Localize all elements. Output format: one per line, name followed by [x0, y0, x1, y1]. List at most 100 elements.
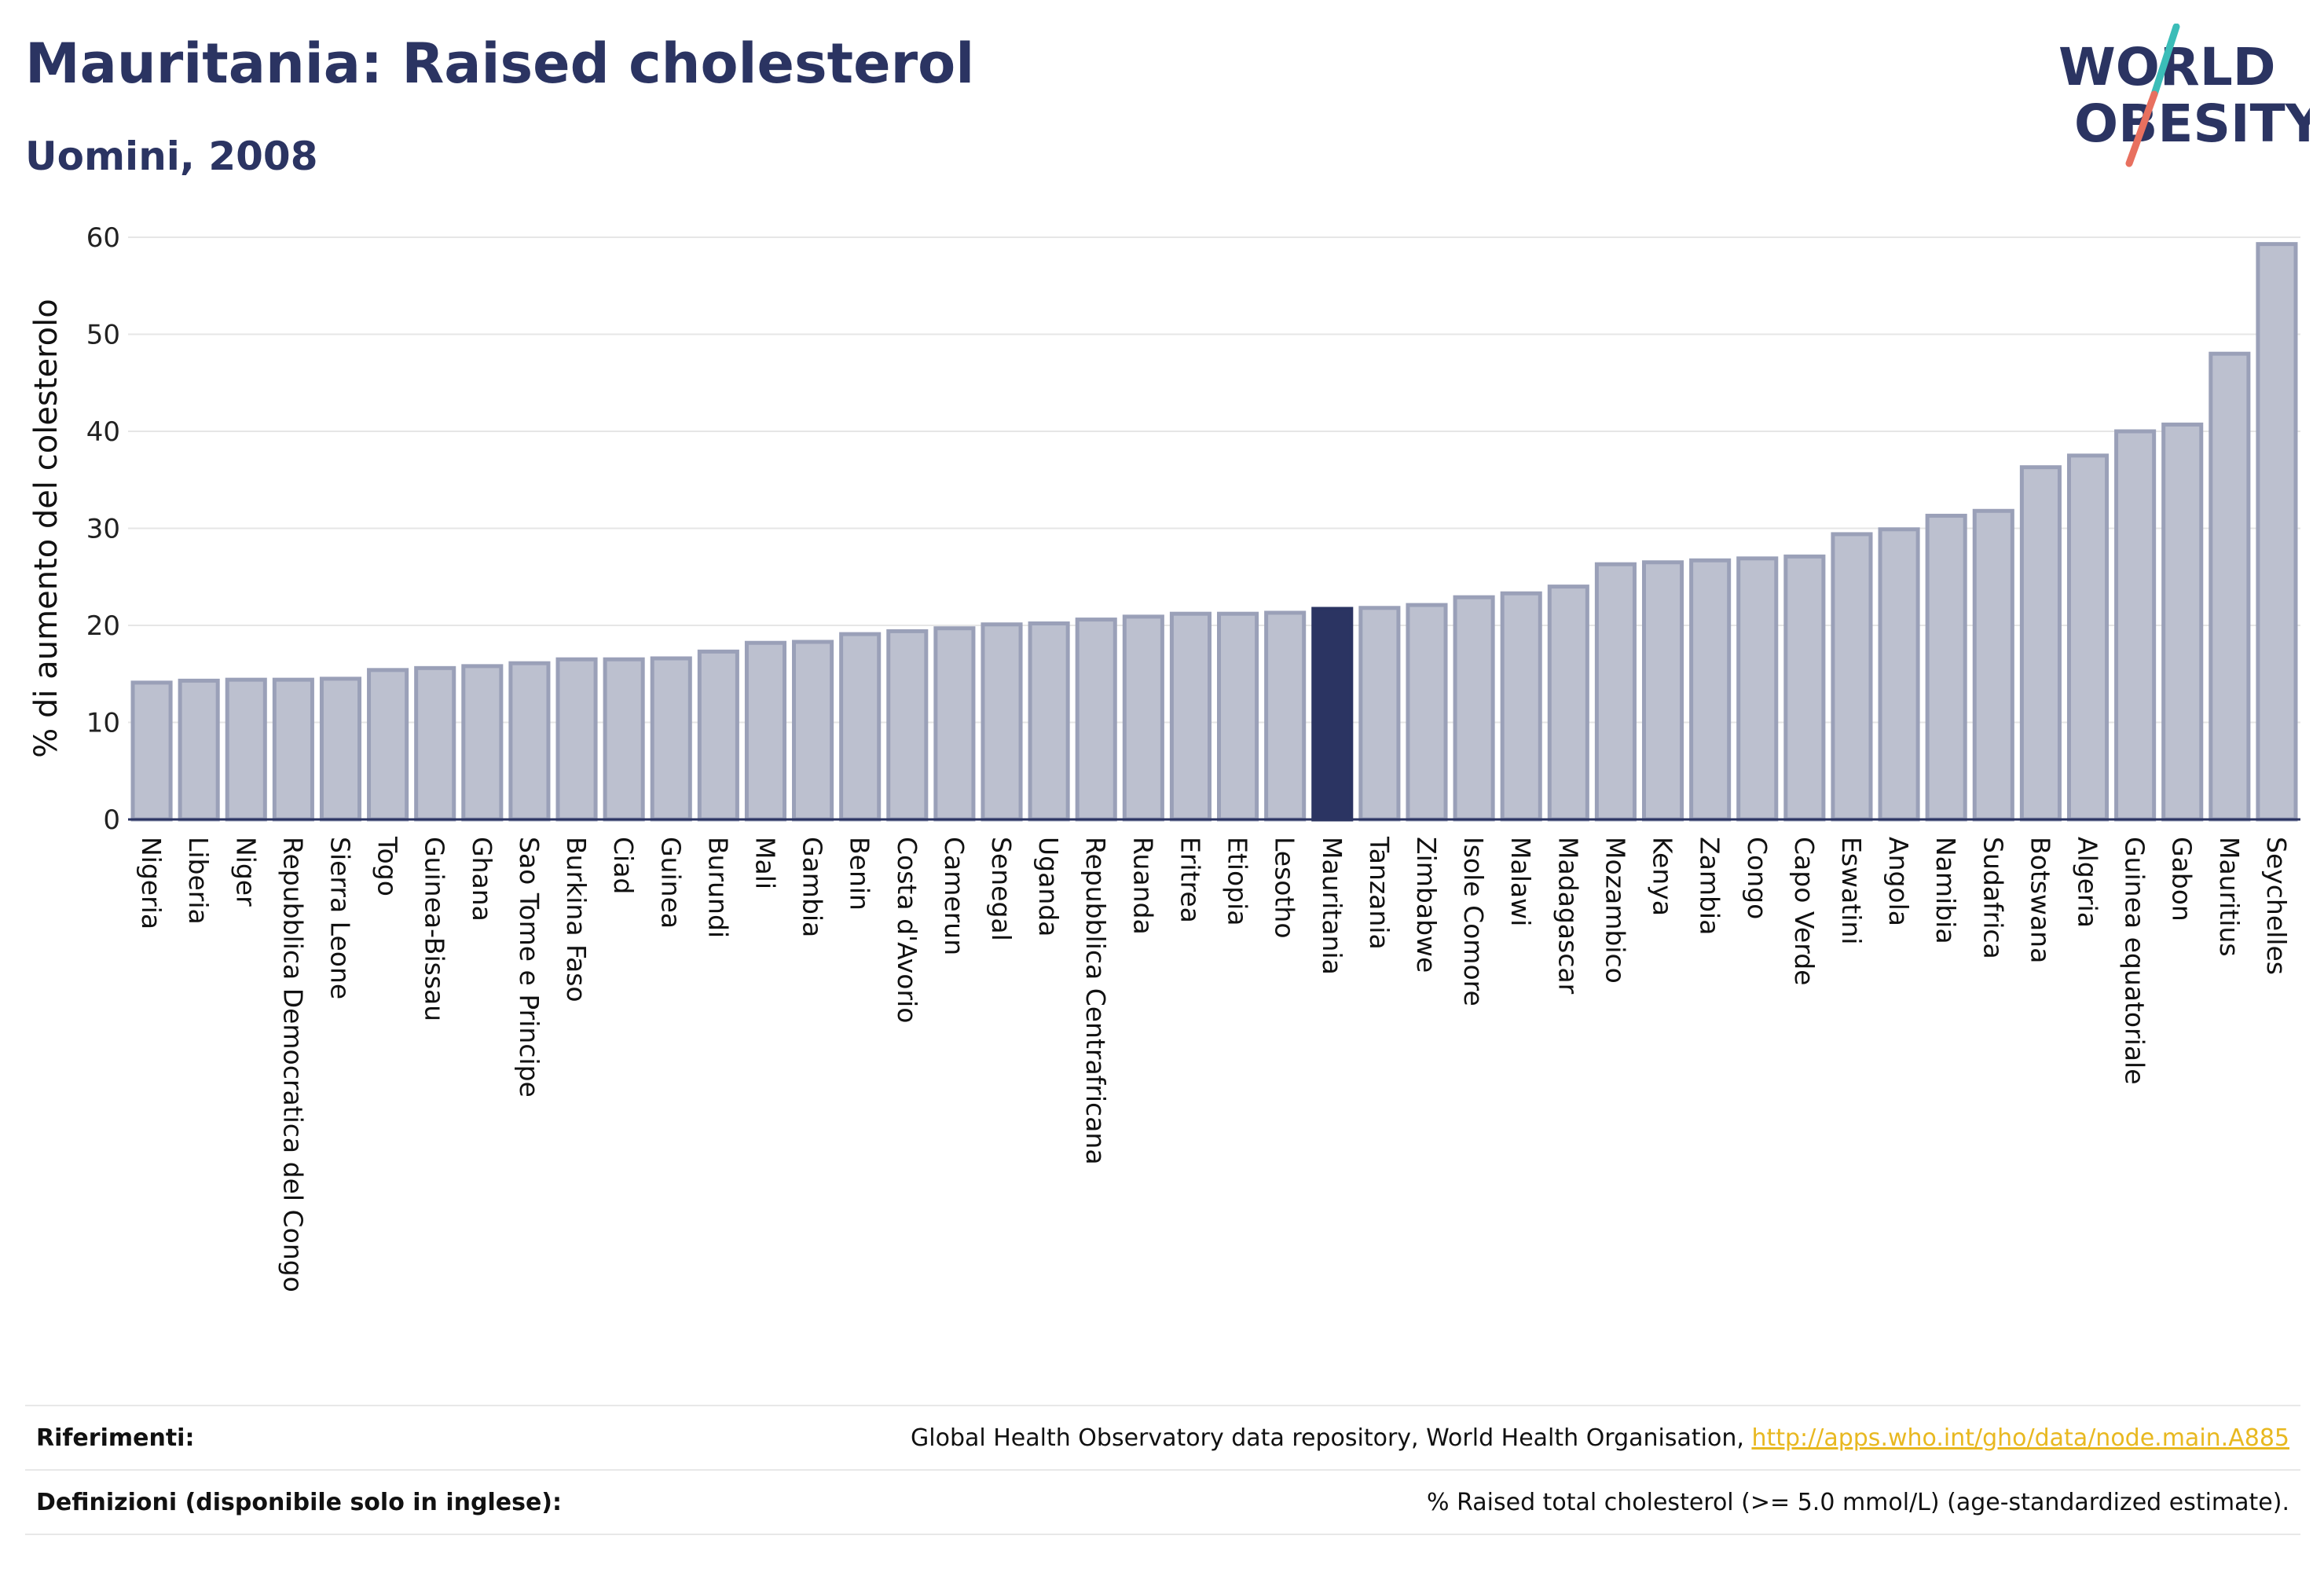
bar — [1831, 532, 1873, 822]
references-link[interactable]: http://apps.who.int/gho/data/node.main.A… — [1751, 1424, 2289, 1452]
bar — [2019, 465, 2062, 822]
bar — [2209, 351, 2251, 822]
x-tick-label: Gambia — [797, 837, 828, 937]
x-tick-label: Isole Comore — [1458, 837, 1489, 1006]
chart-subtitle: Uomini, 2008 — [25, 134, 318, 179]
bar — [933, 626, 976, 822]
y-tick-label: 0 — [103, 804, 120, 836]
x-tick-label: Malawi — [1505, 837, 1536, 926]
chart-footer: Riferimenti: Global Health Observatory d… — [25, 1405, 2300, 1535]
x-tick-label: Angola — [1883, 837, 1914, 926]
logo-word-obesity: OBESITY — [2074, 93, 2310, 154]
x-tick-label: Gabon — [2167, 837, 2198, 922]
x-tick-label: Ghana — [467, 837, 497, 922]
x-tick-label: Costa d'Avorio — [892, 837, 922, 1023]
bar — [792, 640, 834, 822]
x-tick-label: Ruanda — [1127, 837, 1158, 935]
x-tick-label: Mauritius — [2214, 837, 2245, 957]
definitions-row: Definizioni (disponibile solo in inglese… — [25, 1469, 2300, 1535]
bar — [1028, 621, 1070, 822]
bar-highlighted — [1311, 607, 1354, 822]
logo-slash-red — [2125, 90, 2158, 167]
bar — [1264, 610, 1307, 822]
logo-slash-teal — [2150, 24, 2180, 98]
bar — [697, 649, 739, 822]
bar — [178, 678, 220, 822]
definitions-value: % Raised total cholesterol (>= 5.0 mmol/… — [1427, 1488, 2289, 1516]
bar — [367, 668, 409, 822]
x-tick-label: Zimbabwe — [1411, 837, 1442, 973]
references-row: Riferimenti: Global Health Observatory d… — [25, 1405, 2300, 1469]
x-tick-label: Ciad — [608, 837, 639, 894]
bar — [2066, 453, 2110, 822]
x-tick-label: Repubblica Democratica del Congo — [277, 837, 308, 1292]
bar — [1547, 585, 1589, 822]
x-tick-label: Algeria — [2073, 837, 2103, 928]
bar — [603, 657, 645, 822]
x-tick-label: Capo Verde — [1789, 837, 1820, 985]
bar — [508, 661, 551, 822]
x-tick-label: Senegal — [986, 837, 1017, 941]
x-tick-label: Togo — [372, 836, 403, 896]
x-tick-label: Etiopia — [1222, 837, 1253, 926]
bar — [130, 680, 173, 822]
bar — [225, 677, 267, 822]
x-tick-label: Nigeria — [136, 837, 167, 929]
x-tick-label: Guinea-Bissau — [420, 837, 450, 1021]
bar — [555, 657, 598, 822]
x-tick-label: Sierra Leone — [324, 837, 355, 999]
x-tick-label: Guinea — [655, 837, 686, 929]
x-tick-label: Burkina Faso — [561, 837, 592, 1002]
x-tick-label: Uganda — [1033, 837, 1064, 936]
references-label: Riferimenti: — [36, 1424, 195, 1452]
x-tick-label: Mauritania — [1317, 837, 1347, 975]
bar — [1122, 614, 1164, 822]
bar — [1972, 508, 2014, 822]
bar — [1783, 554, 1826, 822]
bar — [1878, 527, 1920, 822]
x-tick-label: Zambia — [1695, 837, 1725, 935]
y-tick-label: 30 — [86, 514, 120, 545]
x-tick-label: Sudafrica — [1978, 837, 2008, 959]
x-tick-label: Seychelles — [2261, 837, 2292, 975]
x-tick-label: Kenya — [1648, 837, 1678, 916]
x-tick-label: Liberia — [183, 837, 214, 925]
bar — [272, 677, 314, 822]
y-axis-title: % di aumento del colesterolo — [28, 299, 64, 757]
bar — [839, 632, 882, 822]
bar — [2256, 242, 2298, 822]
x-tick-label: Repubblica Centrafricana — [1080, 837, 1111, 1165]
x-tick-label: Lesotho — [1270, 837, 1300, 939]
bar — [414, 665, 456, 822]
bar — [1925, 513, 1967, 822]
bar — [744, 640, 787, 822]
bar — [319, 676, 362, 822]
x-tick-label: Camerun — [939, 837, 970, 955]
bar — [1217, 611, 1259, 822]
bar — [1689, 558, 1732, 822]
bar — [1641, 560, 1684, 822]
bar — [1736, 556, 1779, 822]
x-tick-label: Guinea equatoriale — [2120, 837, 2150, 1085]
x-tick-label: Mali — [750, 837, 780, 889]
x-tick-label: Botswana — [2025, 837, 2055, 963]
y-tick-label: 10 — [86, 708, 120, 739]
x-tick-label: Congo — [1742, 837, 1772, 919]
y-tick-label: 50 — [86, 320, 120, 351]
y-tick-label: 60 — [86, 222, 120, 254]
bar — [1075, 618, 1117, 822]
references-text: Global Health Observatory data repositor… — [911, 1424, 1752, 1452]
x-tick-label: Eswatini — [1836, 837, 1867, 944]
x-tick-label: Tanzania — [1364, 836, 1395, 950]
bar — [1358, 606, 1401, 822]
bar-chart: 0 10 20 30 40 50 60 % di aumento del colesterol… — [28, 222, 2300, 1292]
x-tick-label: Madagascar — [1552, 837, 1583, 995]
x-tick-label: Eritrea — [1175, 837, 1205, 923]
bar — [2161, 422, 2204, 822]
x-tick-label: Mozambico — [1600, 837, 1630, 984]
x-tick-label: Sao Tome e Principe — [514, 837, 544, 1098]
bar — [886, 629, 929, 822]
y-tick-label: 40 — [86, 416, 120, 448]
bar — [1406, 603, 1448, 822]
references-value: Global Health Observatory data repositor… — [911, 1424, 2300, 1452]
